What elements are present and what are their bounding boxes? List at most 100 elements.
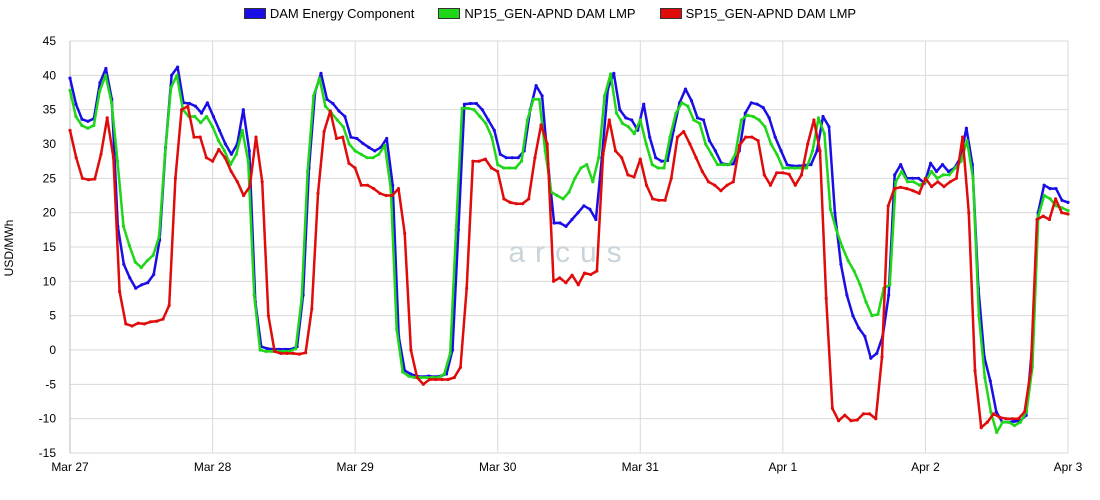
data-point (110, 101, 114, 105)
legend-item-dam-energy[interactable]: DAM Energy Component (243, 6, 414, 21)
data-point (1054, 197, 1058, 201)
data-point (74, 156, 78, 160)
data-point (579, 166, 583, 170)
legend-item-np15[interactable]: NP15_GEN-APND DAM LMP (438, 6, 636, 21)
data-point (104, 73, 108, 77)
data-point (857, 326, 861, 330)
data-point (204, 156, 208, 160)
y-tick-label: 30 (43, 137, 57, 151)
data-point (176, 65, 180, 69)
data-point (911, 176, 915, 180)
data-point (93, 177, 97, 181)
data-point (446, 377, 450, 382)
data-point (508, 200, 512, 204)
data-point (161, 317, 165, 321)
data-point (474, 101, 478, 106)
y-tick-label: 15 (43, 240, 57, 254)
data-point (632, 132, 636, 136)
data-point (805, 166, 809, 170)
data-point (353, 166, 357, 170)
data-point (365, 183, 370, 187)
data-point (452, 375, 456, 380)
data-point (961, 135, 965, 139)
data-point (442, 372, 446, 376)
data-point (839, 262, 843, 266)
data-point (900, 169, 904, 174)
data-point (745, 113, 749, 117)
data-point (941, 173, 945, 177)
data-point (570, 217, 574, 222)
data-point (264, 349, 268, 353)
data-point (1066, 209, 1070, 213)
data-point (134, 286, 138, 290)
data-point (317, 76, 322, 80)
data-point (98, 89, 102, 93)
data-point (349, 135, 353, 139)
data-point (252, 293, 256, 297)
data-point (756, 139, 760, 143)
data-point (516, 156, 520, 160)
data-point (508, 166, 512, 170)
data-point (468, 101, 472, 106)
data-point (971, 176, 975, 180)
data-point (948, 180, 952, 184)
data-point (833, 211, 837, 215)
data-point (551, 279, 556, 283)
data-point (682, 130, 686, 134)
data-point (460, 106, 464, 110)
data-point (589, 272, 593, 277)
data-point (373, 149, 377, 153)
data-point (199, 111, 204, 115)
y-tick-label: 5 (49, 309, 56, 323)
data-point (498, 152, 502, 156)
data-point (630, 118, 634, 122)
data-point (86, 126, 90, 130)
data-point (998, 415, 1002, 419)
data-point (1054, 204, 1058, 208)
data-point (929, 161, 933, 165)
data-point (169, 86, 173, 90)
data-point (942, 185, 946, 189)
data-point (591, 180, 595, 184)
data-point (662, 166, 666, 170)
data-point (496, 169, 500, 174)
data-point (561, 197, 565, 201)
data-point (769, 142, 773, 146)
data-point (737, 143, 742, 147)
data-point (821, 114, 825, 119)
data-point (421, 382, 425, 386)
data-point (335, 118, 339, 122)
data-point (242, 193, 246, 198)
data-point (378, 191, 382, 195)
data-point (719, 189, 723, 193)
data-point (669, 176, 673, 180)
legend-item-sp15[interactable]: SP15_GEN-APND DAM LMP (659, 6, 856, 21)
data-point (545, 142, 549, 146)
data-point (564, 224, 568, 228)
data-point (994, 410, 998, 414)
data-point (837, 419, 841, 423)
series-group (68, 65, 1070, 434)
data-point (294, 347, 298, 351)
data-point (613, 149, 618, 153)
data-point (787, 166, 791, 170)
data-point (644, 183, 649, 187)
data-point (145, 259, 149, 263)
data-point (886, 204, 890, 208)
data-point (192, 135, 196, 139)
data-point (359, 183, 363, 187)
data-point (954, 176, 959, 180)
data-point (341, 125, 345, 129)
data-point (246, 159, 250, 163)
data-point (626, 125, 631, 129)
data-point (552, 221, 556, 225)
data-point (588, 207, 592, 211)
data-point (527, 197, 531, 201)
y-tick-label: -5 (45, 377, 56, 391)
data-point (824, 296, 828, 301)
data-point (707, 139, 712, 143)
data-point (211, 159, 215, 163)
data-point (492, 128, 496, 132)
data-point (319, 71, 323, 75)
